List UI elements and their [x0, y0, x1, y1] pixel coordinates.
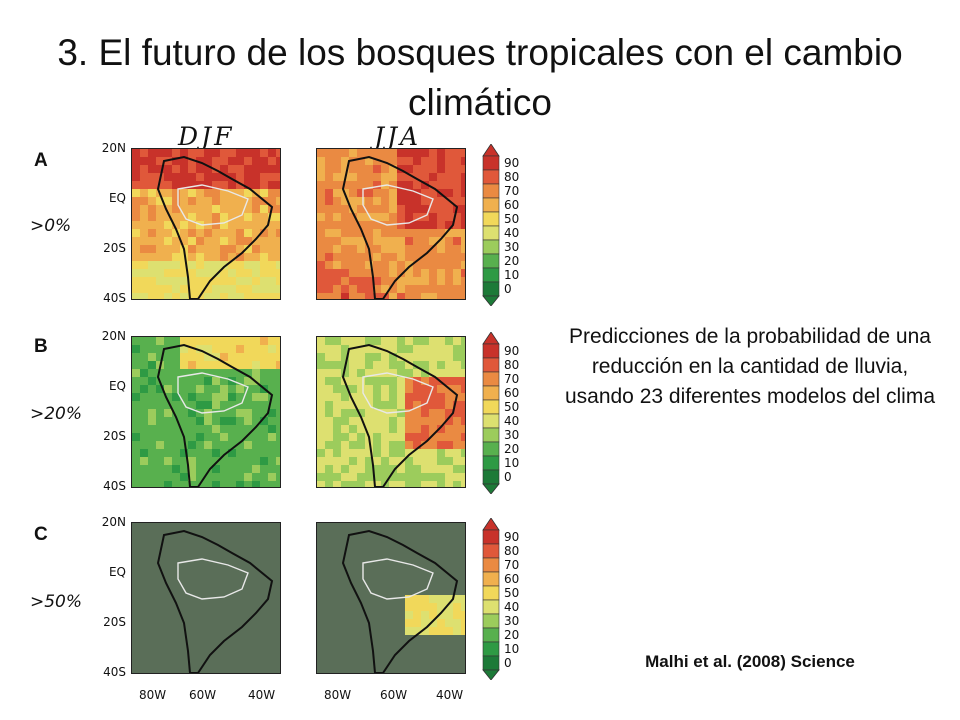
- colorbar-label-a-80: 80: [504, 170, 520, 184]
- colorbar-c: [482, 518, 500, 680]
- map-panel-a-djf: [131, 148, 281, 300]
- row-threshold-c: >50%: [30, 592, 83, 612]
- colorbar-label-a-90: 90: [504, 156, 520, 170]
- colorbar-label-c-40: 40: [504, 600, 520, 614]
- map-panel-a-jja: [316, 148, 466, 300]
- colorbar-label-b-90: 90: [504, 344, 520, 358]
- lat-label-a-20s: 20S: [103, 241, 126, 255]
- colorbar-label-c-80: 80: [504, 544, 520, 558]
- lon-label-80w-jja: 80W: [324, 688, 352, 702]
- map-panel-b-djf: [131, 336, 281, 488]
- colorbar-label-a-20: 20: [504, 254, 520, 268]
- amazon-basin-outline: [362, 184, 434, 226]
- amazon-basin-outline: [362, 372, 434, 414]
- lat-label-c-40s: 40S: [103, 665, 126, 679]
- colorbar-label-a-70: 70: [504, 184, 520, 198]
- lat-label-c-20s: 20S: [103, 615, 126, 629]
- rainfall-probability-figure: DJF JJA A >0% B >20% C >50% 20N EQ 20S 40S 9…: [26, 120, 556, 720]
- colorbar-label-c-60: 60: [504, 572, 520, 586]
- lon-label-40w-jja: 40W: [436, 688, 464, 702]
- figure-caption: Predicciones de la probabilidad de una r…: [564, 325, 936, 408]
- colorbar-label-b-0: 0: [504, 470, 512, 484]
- colorbar-label-b-40: 40: [504, 414, 520, 428]
- colorbar-label-c-90: 90: [504, 530, 520, 544]
- coastline: [156, 343, 274, 487]
- row-threshold-b: >20%: [30, 404, 83, 424]
- column-header-jja: JJA: [374, 122, 422, 151]
- amazon-basin-outline: [177, 372, 249, 414]
- lat-label-b-eq: EQ: [108, 379, 126, 393]
- colorbar-label-a-60: 60: [504, 198, 520, 212]
- amazon-basin-outline: [362, 558, 434, 600]
- row-threshold-a: >0%: [30, 216, 72, 236]
- colorbar-label-b-30: 30: [504, 428, 520, 442]
- map-panel-c-djf: [131, 522, 281, 674]
- lat-label-a-eq: EQ: [108, 191, 126, 205]
- colorbar-label-a-30: 30: [504, 240, 520, 254]
- colorbar-label-b-20: 20: [504, 442, 520, 456]
- lat-label-b-20n: 20N: [101, 329, 126, 343]
- row-letter-a: A: [34, 150, 48, 171]
- citation: Malhi et al. (2008) Science: [645, 652, 855, 671]
- lat-label-a-40s: 40S: [103, 291, 126, 305]
- colorbar-b: [482, 332, 500, 494]
- colorbar-label-a-10: 10: [504, 268, 520, 282]
- colorbar-label-a-0: 0: [504, 282, 512, 296]
- colorbar-label-a-40: 40: [504, 226, 520, 240]
- map-panel-b-jja: [316, 336, 466, 488]
- map-panel-c-jja: [316, 522, 466, 674]
- coastline: [156, 529, 274, 673]
- colorbar-a: [482, 144, 500, 306]
- row-letter-c: C: [34, 524, 48, 545]
- colorbar-label-a-50: 50: [504, 212, 520, 226]
- row-letter-b: B: [34, 336, 48, 357]
- lat-label-c-eq: EQ: [108, 565, 126, 579]
- lat-label-a-20n: 20N: [101, 141, 126, 155]
- colorbar-label-c-30: 30: [504, 614, 520, 628]
- lon-label-40w-djf: 40W: [248, 688, 276, 702]
- amazon-basin-outline: [177, 558, 249, 600]
- lon-label-60w-djf: 60W: [189, 688, 217, 702]
- colorbar-label-b-60: 60: [504, 386, 520, 400]
- colorbar-label-c-0: 0: [504, 656, 512, 670]
- lon-label-80w-djf: 80W: [139, 688, 167, 702]
- amazon-basin-outline: [177, 184, 249, 226]
- lon-label-60w-jja: 60W: [380, 688, 408, 702]
- lat-label-b-20s: 20S: [103, 429, 126, 443]
- column-header-djf: DJF: [178, 122, 235, 151]
- colorbar-label-b-10: 10: [504, 456, 520, 470]
- coastline: [341, 343, 459, 487]
- lat-label-b-40s: 40S: [103, 479, 126, 493]
- colorbar-label-b-70: 70: [504, 372, 520, 386]
- slide-title: 3. El futuro de los bosques tropicales c…: [57, 32, 903, 123]
- lat-label-c-20n: 20N: [101, 515, 126, 529]
- coastline: [341, 155, 459, 299]
- colorbar-label-c-10: 10: [504, 642, 520, 656]
- coastline: [341, 529, 459, 673]
- colorbar-label-c-50: 50: [504, 586, 520, 600]
- coastline: [156, 155, 274, 299]
- colorbar-label-b-50: 50: [504, 400, 520, 414]
- colorbar-label-c-70: 70: [504, 558, 520, 572]
- colorbar-label-b-80: 80: [504, 358, 520, 372]
- colorbar-label-c-20: 20: [504, 628, 520, 642]
